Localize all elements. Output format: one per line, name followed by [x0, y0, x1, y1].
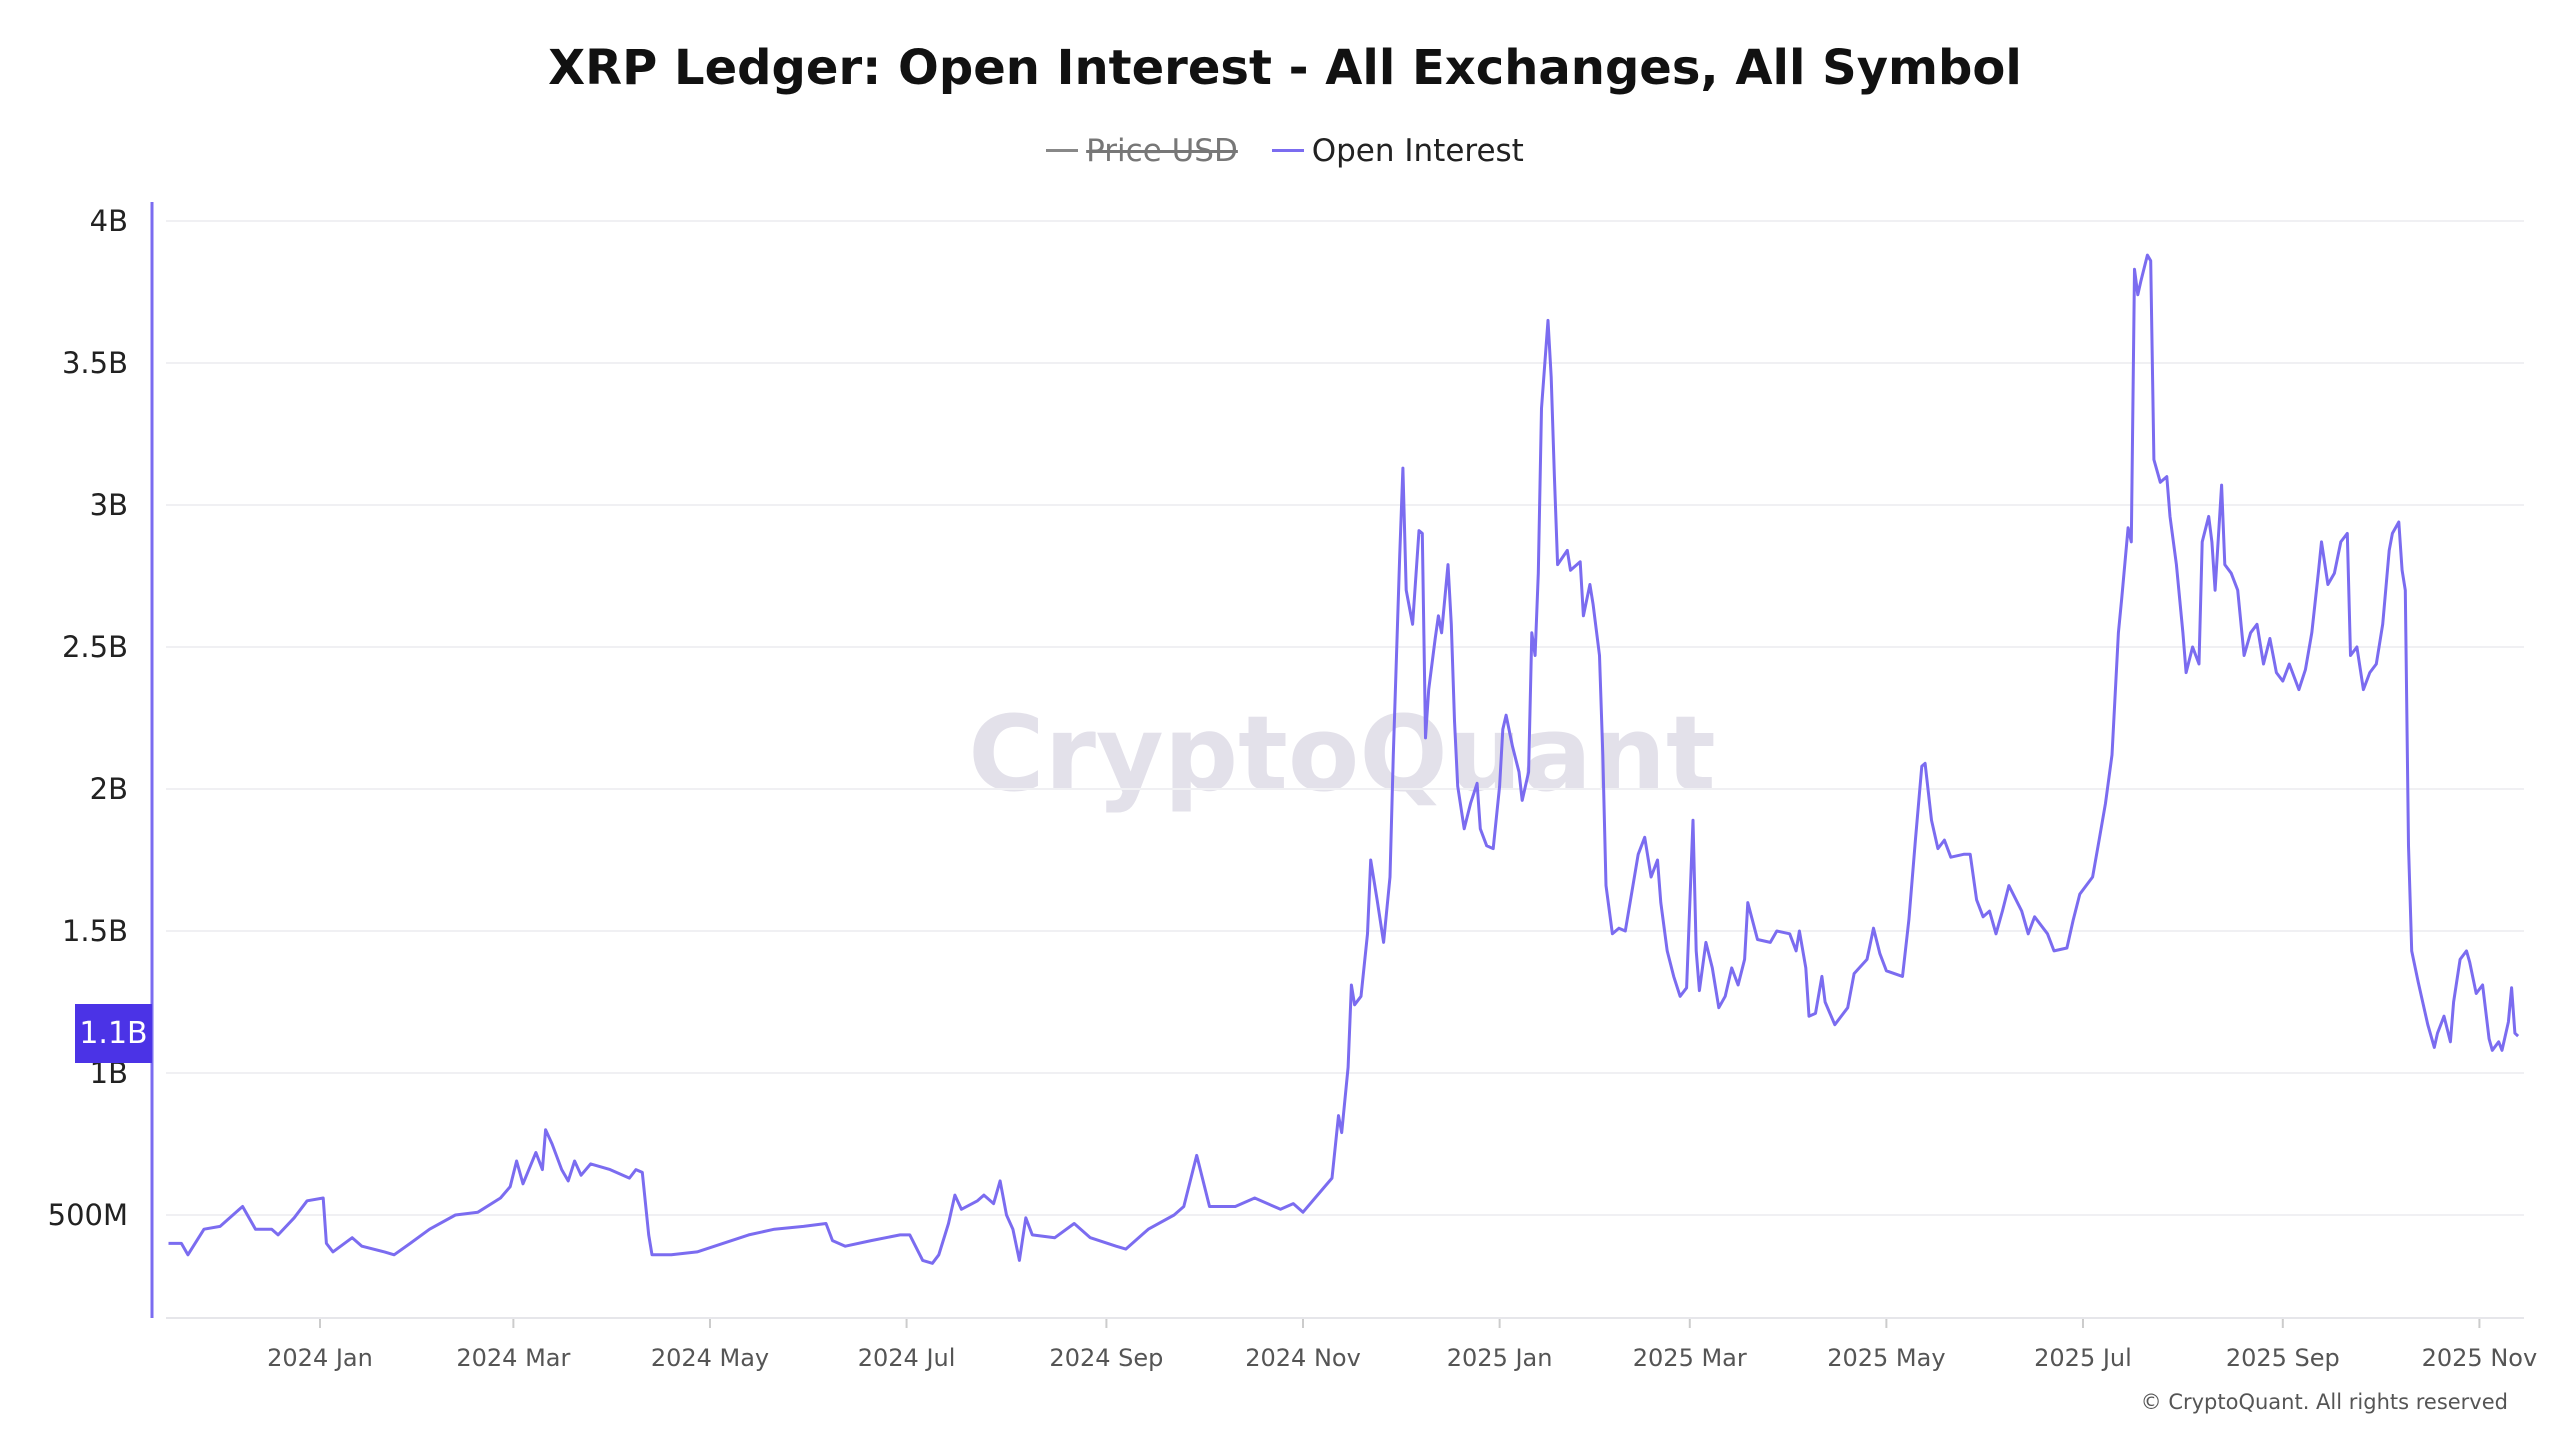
legend-label: Price USD [1086, 132, 1238, 169]
legend-swatch-price [1046, 149, 1079, 152]
y-tick-label: 3.5B [62, 346, 128, 380]
x-tick-label: 2025 May [1827, 1344, 1945, 1372]
x-tick-label: 2025 Nov [2422, 1344, 2538, 1372]
y-tick-label: 1.5B [62, 914, 128, 948]
x-tick-label: 2024 May [651, 1344, 769, 1372]
copyright: © CryptoQuant. All rights reserved [2140, 1390, 2508, 1414]
x-tick-label: 2025 Mar [1633, 1344, 1747, 1372]
legend-item-price-usd[interactable]: Price USD [1046, 133, 1238, 169]
x-tick-label: 2024 Sep [1049, 1344, 1163, 1372]
y-tick-label: 500M [48, 1198, 128, 1232]
current-value-badge: 1.1B [75, 1004, 152, 1063]
y-tick-label: 2B [90, 772, 128, 806]
legend-swatch-open-interest [1271, 149, 1304, 152]
y-tick-label: 4B [90, 204, 128, 238]
x-tick-label: 2025 Sep [2226, 1344, 2340, 1372]
x-tick-label: 2024 Nov [1245, 1344, 1361, 1372]
legend-item-open-interest[interactable]: Open Interest [1271, 132, 1524, 169]
x-tick-label: 2025 Jul [2034, 1344, 2132, 1372]
legend: Price USD Open Interest [0, 124, 2560, 169]
x-tick-label: 2024 Jul [858, 1344, 956, 1372]
watermark: CryptoQuant [968, 693, 1715, 815]
x-tick-label: 2024 Mar [456, 1344, 570, 1372]
x-tick-label: 2025 Jan [1447, 1344, 1553, 1372]
y-tick-label: 3B [90, 488, 128, 522]
y-tick-label: 2.5B [62, 630, 128, 664]
x-tick-label: 2024 Jan [267, 1344, 373, 1372]
open-interest-line [168, 253, 2520, 1265]
chart-title: XRP Ledger: Open Interest - All Exchange… [548, 40, 2022, 96]
legend-label: Open Interest [1311, 132, 1524, 169]
